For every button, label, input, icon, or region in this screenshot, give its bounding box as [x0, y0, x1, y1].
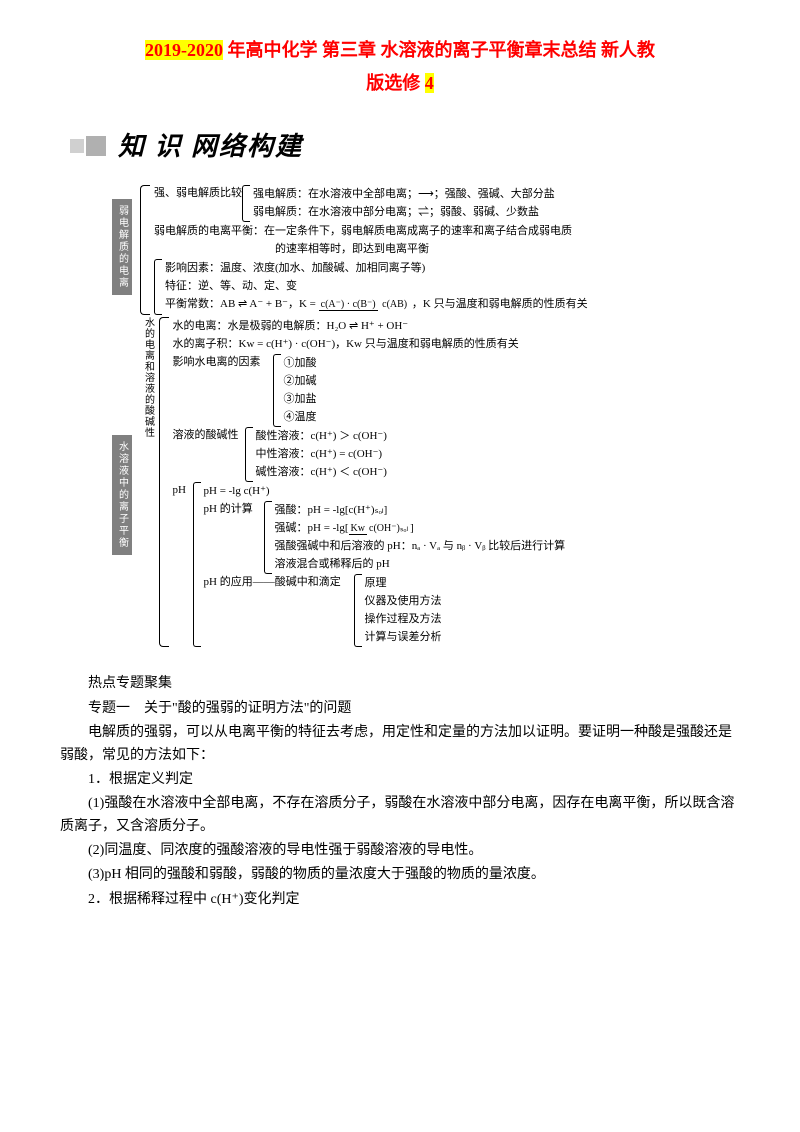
para-hotspot: 热点专题聚集	[60, 673, 740, 695]
page-title-line1: 2019-2020 年高中化学 第三章 水溶液的离子平衡章末总结 新人教	[60, 36, 740, 65]
tree-line: 水的离子积：Kw = c(H⁺) · c(OH⁻)，Kw 只与温度和弱电解质的性…	[173, 336, 588, 353]
vert-label-equilibrium: 水溶液中的离子平衡	[112, 435, 132, 555]
label-compare: 强、弱电解质比较	[154, 185, 242, 222]
tree-line: 碱性溶液：c(H⁺) ＜ c(OH⁻)	[256, 464, 387, 481]
frac-num: c(A⁻) · c(B⁻)	[319, 299, 378, 311]
eq-pre: 平衡常数：AB ⇌ A⁻ + B⁻，K =	[165, 298, 319, 310]
label-ph: pH	[173, 482, 193, 647]
tree-line: 水的电离：水是极弱的电解质：H₂O ⇌ H⁺ + OH⁻	[173, 318, 588, 335]
tree-line: 的速率相等时，即达到电离平衡	[154, 241, 588, 258]
tree-line: ④温度	[284, 409, 317, 426]
fraction: c(A⁻) · c(B⁻) c(AB)	[319, 297, 409, 313]
tree-line: 溶液混合或稀释后的 pH	[275, 556, 566, 573]
tree-line: 特征：逆、等、动、定、变	[165, 278, 588, 295]
tree-line: 平衡常数：AB ⇌ A⁻ + B⁻，K = c(A⁻) · c(B⁻) c(AB…	[165, 296, 588, 313]
para-method2: 2．根据稀释过程中 c(H⁺)变化判定	[60, 889, 740, 911]
tree-line: 强电解质：在水溶液中全部电离；⟶；强酸、强碱、大部分盐	[253, 186, 555, 203]
label-ph-calc: pH 的计算	[204, 501, 264, 574]
brace-icon	[245, 427, 253, 482]
tree-group-electrolyte: 强、弱电解质比较 强电解质：在水溶液中全部电离；⟶；强酸、强碱、大部分盐 弱电解…	[140, 185, 588, 314]
brace-icon	[193, 482, 201, 647]
page-title-line2: 版选修 4	[60, 69, 740, 98]
brace-icon	[159, 317, 169, 648]
decor-square-1	[70, 139, 84, 153]
brace-icon	[264, 501, 272, 574]
tree-line: 原理	[365, 575, 442, 592]
tree-line: 强碱：pH = -lg[Kwc(OH⁻)ₛₒₗ]	[275, 520, 566, 537]
para-method1: 1．根据定义判定	[60, 769, 740, 791]
title-rest2: 版选修	[366, 73, 425, 93]
tree-line: 酸性溶液：c(H⁺) ＞ c(OH⁻)	[256, 428, 387, 445]
eq-post: ，K 只与温度和弱电解质的性质有关	[412, 298, 588, 310]
para-1-3: (3)pH 相同的强酸和弱酸，弱酸的物质的量浓度大于强酸的物质的量浓度。	[60, 864, 740, 886]
tree-line: ③加盐	[284, 391, 317, 408]
tree-line: ②加碱	[284, 373, 317, 390]
label-ph-app: pH 的应用——酸碱中和滴定	[204, 574, 354, 647]
brace-icon	[140, 185, 150, 314]
frac-den: c(OH⁻)ₛₒₗ	[367, 523, 410, 534]
label-factors: 影响水电离的因素	[173, 354, 273, 427]
tree-line: 强酸：pH = -lg[c(H⁺)ₛₒₗ]	[275, 502, 566, 519]
section-header: 知 识 网络构建	[70, 126, 740, 168]
tree-line: 计算与误差分析	[365, 629, 442, 646]
title-year: 2019-2020	[145, 40, 223, 60]
tree-line: 弱电解质的电离平衡：在一定条件下，弱电解质电离成离子的速率和离子结合成弱电质	[154, 223, 588, 240]
tree-line: 影响因素：温度、浓度(加水、加酸碱、加相同离子等)	[165, 260, 588, 277]
para-intro: 电解质的强弱，可以从电离平衡的特征去考虑，用定性和定量的方法加以证明。要证明一种…	[60, 722, 740, 767]
group-label-water: 水的电离和溶液的酸碱性	[140, 317, 156, 648]
pc2-pre: 强碱：pH = -lg	[275, 522, 345, 534]
brace-icon	[154, 259, 162, 314]
para-topic1: 专题一 关于"酸的强弱的证明方法"的问题	[60, 698, 740, 720]
brace-icon	[242, 185, 250, 222]
tree-line: 操作过程及方法	[365, 611, 442, 628]
title-rest1: 年高中化学 第三章 水溶液的离子平衡章末总结 新人教	[223, 40, 655, 60]
tree-line: pH = -lg c(H⁺)	[204, 483, 566, 500]
brace-icon	[273, 354, 281, 427]
para-1-2: (2)同温度、同浓度的强酸溶液的导电性强于弱酸溶液的导电性。	[60, 840, 740, 862]
decor-square-2	[86, 136, 106, 156]
tree-line: ①加酸	[284, 355, 317, 372]
brace-icon	[354, 574, 362, 647]
tree-line: 强酸强碱中和后溶液的 pH：nₐ · Vₐ 与 nᵦ · Vᵦ 比较后进行计算	[275, 538, 566, 555]
para-1-1: (1)强酸在水溶液中全部电离，不存在溶质分子，弱酸在水溶液中部分电离，因存在电离…	[60, 793, 740, 838]
title-num: 4	[425, 73, 434, 93]
tree-line: 仪器及使用方法	[365, 593, 442, 610]
frac-den: c(AB)	[380, 299, 409, 310]
label-acidity: 溶液的酸碱性	[173, 427, 245, 482]
section-header-text: 知 识 网络构建	[118, 126, 303, 168]
knowledge-tree-diagram: 弱电解质的电离 水溶液中的离子平衡 强、弱电解质比较 强电解质：在水溶液中全部电…	[140, 185, 740, 649]
frac-num: Kw	[349, 523, 367, 535]
fraction: Kwc(OH⁻)ₛₒₗ	[349, 521, 411, 537]
tree-group-water: 水的电离和溶液的酸碱性 水的电离：水是极弱的电解质：H₂O ⇌ H⁺ + OH⁻…	[140, 317, 588, 648]
vert-label-ionization: 弱电解质的电离	[112, 199, 132, 295]
tree-line: 弱电解质：在水溶液中部分电离；⇌；弱酸、弱碱、少数盐	[253, 204, 555, 221]
body-text: 热点专题聚集 专题一 关于"酸的强弱的证明方法"的问题 电解质的强弱，可以从电离…	[60, 673, 740, 911]
tree-line: 中性溶液：c(H⁺) = c(OH⁻)	[256, 446, 387, 463]
